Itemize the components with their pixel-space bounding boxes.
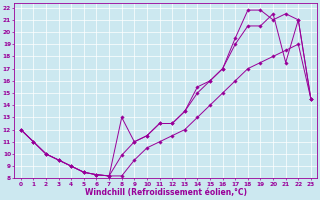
X-axis label: Windchill (Refroidissement éolien,°C): Windchill (Refroidissement éolien,°C)	[85, 188, 247, 197]
